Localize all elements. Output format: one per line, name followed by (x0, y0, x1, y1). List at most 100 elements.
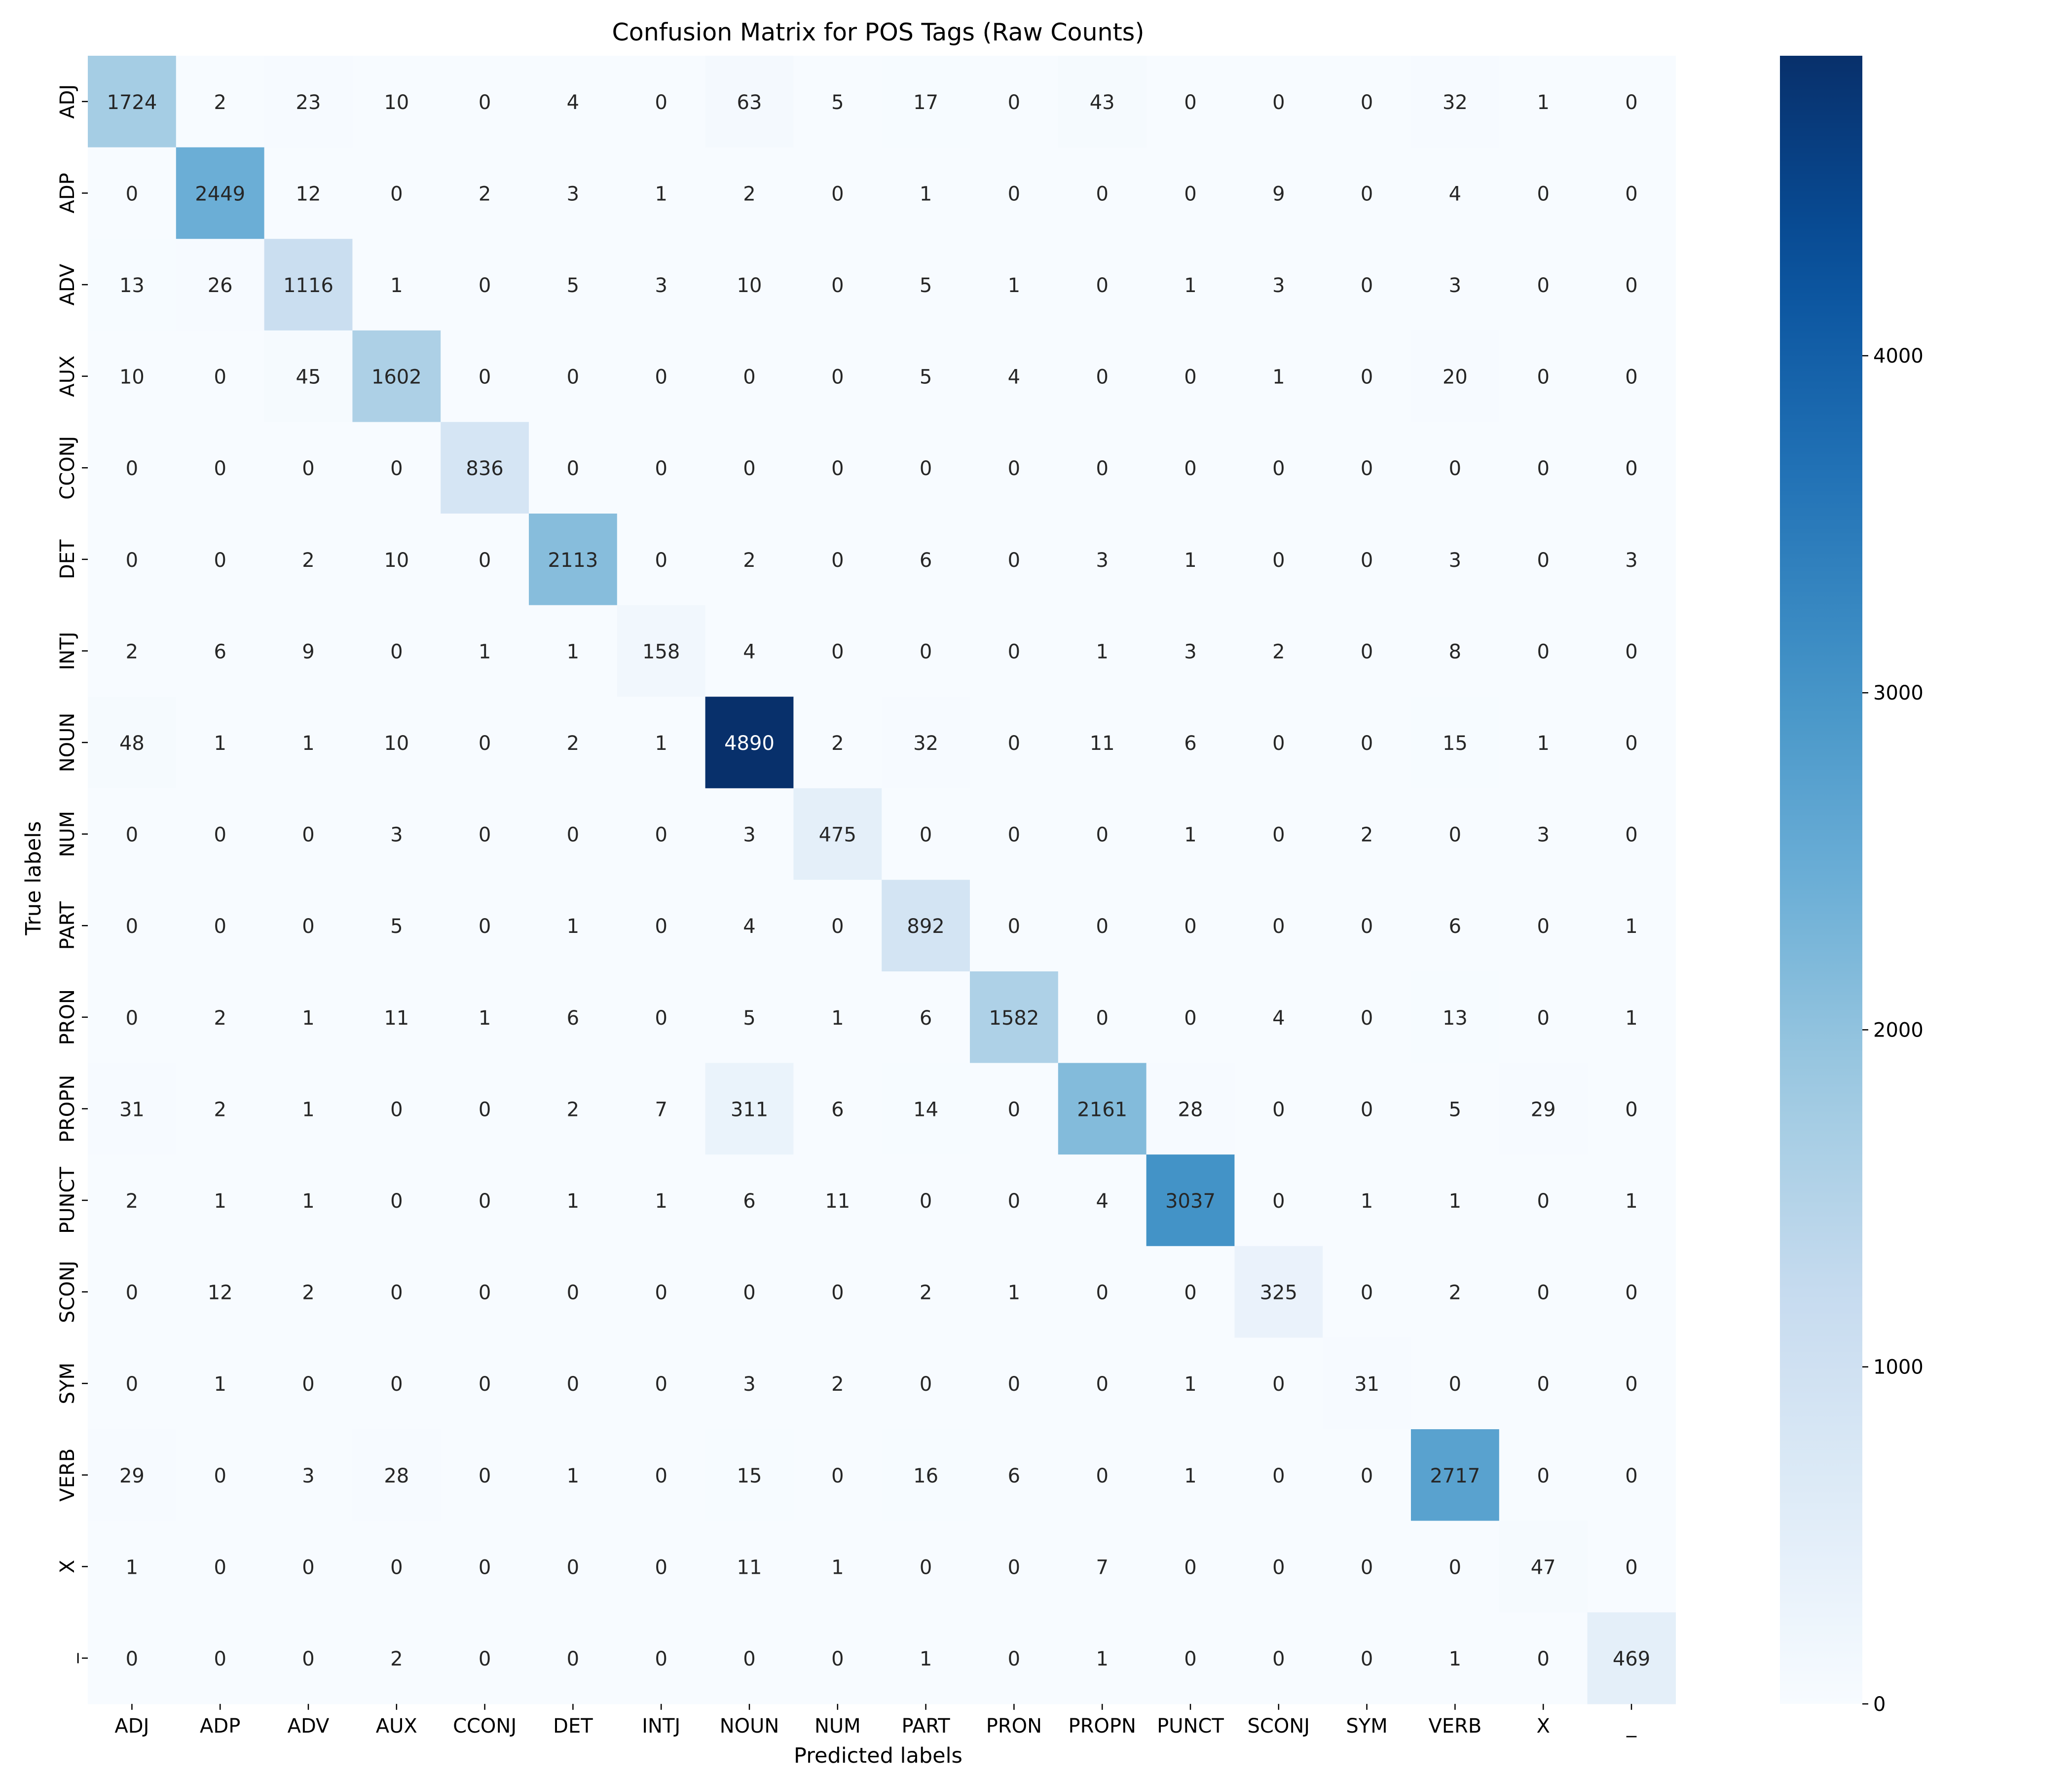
heatmap-cell (1146, 514, 1235, 606)
heatmap-cell (176, 1612, 265, 1704)
cell-value-label: 1 (1184, 549, 1196, 572)
heatmap-cell (1323, 1154, 1411, 1247)
heatmap-cell (1146, 147, 1235, 239)
colorbar-tick-label: 3000 (1873, 682, 1924, 704)
heatmap-cell (176, 422, 265, 514)
heatmap-cell (970, 1520, 1059, 1613)
cell-value-label: 2 (831, 732, 844, 755)
heatmap-cell (705, 971, 794, 1064)
heatmap-cell (529, 147, 618, 239)
heatmap-cell (1587, 1429, 1676, 1521)
cell-value-label: 12 (208, 1282, 233, 1304)
cell-value-label: 0 (479, 366, 491, 389)
heatmap-cell (1234, 422, 1323, 514)
cell-value-label: 0 (302, 824, 314, 847)
heatmap-cell (882, 1520, 970, 1613)
heatmap-cell (1587, 56, 1676, 148)
cell-value-label: 2 (126, 640, 138, 663)
heatmap-cell (352, 971, 441, 1064)
cell-value-label: 0 (1184, 183, 1196, 205)
cell-value-label: 3 (1449, 549, 1461, 572)
heatmap-cell (1146, 1429, 1235, 1521)
x-tick-label: DET (553, 1715, 593, 1738)
cell-value-label: 1 (1272, 366, 1285, 389)
heatmap-cell (264, 514, 353, 606)
cell-value-label: 4 (743, 640, 755, 663)
cell-value-label: 0 (1361, 366, 1373, 389)
cell-value-label: 1 (567, 1465, 579, 1487)
cell-value-label: 0 (1272, 549, 1285, 572)
heatmap-cell (617, 1520, 706, 1613)
heatmap-cell (88, 1063, 177, 1155)
cell-value-label: 0 (390, 1098, 403, 1121)
cell-value-label: 0 (743, 1648, 755, 1670)
cell-value-label: 2 (831, 1373, 844, 1396)
cell-value-label: 5 (1449, 1098, 1461, 1121)
heatmap-cell (352, 422, 441, 514)
cell-value-label: 3 (655, 274, 667, 297)
cell-value-label: 0 (1272, 1190, 1285, 1213)
heatmap-cell (1234, 1063, 1323, 1155)
cell-value-label: 0 (567, 1282, 579, 1304)
y-tick-label: PART (56, 901, 79, 950)
heatmap-cell (1058, 1520, 1147, 1613)
heatmap-cell (617, 788, 706, 880)
heatmap-cell (1587, 697, 1676, 789)
heatmap-cell (882, 1612, 970, 1704)
cell-value-label: 1 (126, 1556, 138, 1579)
cell-value-label: 2113 (548, 549, 598, 572)
heatmap-cell (264, 330, 353, 422)
y-tick-label: ADJ (56, 84, 79, 119)
heatmap-cell (970, 788, 1059, 880)
cell-value-label: 0 (1008, 457, 1020, 480)
heatmap-cell (617, 1063, 706, 1155)
cell-value-label: 0 (479, 274, 491, 297)
heatmap-cell (1323, 422, 1411, 514)
y-tick-label: X (56, 1560, 79, 1573)
heatmap-cell (529, 971, 618, 1064)
heatmap-cell (705, 1520, 794, 1613)
cell-value-label: 0 (1008, 640, 1020, 663)
heatmap-cell (970, 605, 1059, 697)
heatmap-cell (264, 605, 353, 697)
heatmap-cell (1587, 1337, 1676, 1430)
heatmap-cell (1234, 1612, 1323, 1704)
cell-value-label: 0 (1184, 1007, 1196, 1030)
cell-value-label: 0 (567, 366, 579, 389)
cell-value-label: 1 (479, 640, 491, 663)
heatmap-cell (441, 1063, 529, 1155)
cell-value-label: 0 (126, 183, 138, 205)
heatmap-cell (1323, 147, 1411, 239)
heatmap-cell (1411, 1612, 1500, 1704)
heatmap-cell (1058, 1337, 1147, 1430)
heatmap-cell (882, 514, 970, 606)
cell-value-label: 1602 (371, 366, 422, 389)
heatmap-cell (176, 514, 265, 606)
cell-value-label: 1 (1537, 91, 1549, 114)
cell-value-label: 4 (1096, 1190, 1108, 1213)
cell-value-label: 2 (479, 183, 491, 205)
cell-value-label: 0 (655, 1282, 667, 1304)
cell-value-label: 0 (920, 1190, 932, 1213)
heatmap-cell (1234, 880, 1323, 972)
heatmap-cell (441, 56, 529, 148)
cell-value-label: 892 (907, 915, 944, 938)
cell-value-label: 0 (831, 549, 844, 572)
cell-value-label: 0 (1272, 732, 1285, 755)
cell-value-label: 469 (1613, 1648, 1650, 1670)
heatmap-cell (441, 147, 529, 239)
cell-value-label: 2449 (195, 183, 245, 205)
cell-value-label: 0 (214, 549, 226, 572)
heatmap-cell (1058, 422, 1147, 514)
heatmap-cell (352, 1429, 441, 1521)
cell-value-label: 20 (1443, 366, 1468, 389)
cell-value-label: 0 (743, 1282, 755, 1304)
heatmap-cell (705, 605, 794, 697)
cell-value-label: 0 (831, 366, 844, 389)
cell-value-label: 0 (1625, 1465, 1637, 1487)
cell-value-label: 158 (642, 640, 680, 663)
cell-value-label: 0 (479, 1465, 491, 1487)
cell-value-label: 0 (214, 366, 226, 389)
heatmap-cell (793, 1520, 882, 1613)
